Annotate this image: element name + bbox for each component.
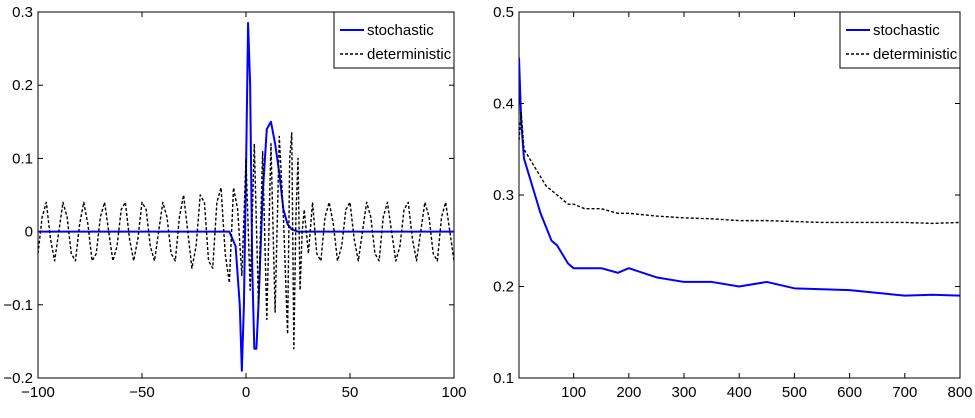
x-tick-label: 300 — [672, 384, 697, 401]
x-tick-label: 0 — [242, 384, 250, 401]
y-tick-label: 0.3 — [493, 187, 514, 204]
series-group — [519, 57, 960, 297]
y-tick-label: 0.2 — [12, 77, 33, 94]
series-group — [38, 21, 454, 372]
legend-box — [333, 11, 455, 69]
x-tick-label: 500 — [782, 384, 807, 401]
series-line-deterministic — [38, 132, 454, 350]
x-tick-label: −50 — [129, 384, 154, 401]
y-tick-label: 0.1 — [12, 150, 33, 167]
y-tick-label: −0.2 — [3, 370, 33, 387]
x-tick-label: 100 — [441, 384, 466, 401]
y-tick-label: 0.2 — [493, 279, 514, 296]
x-tick-label: 700 — [892, 384, 917, 401]
legend: stochastic deterministic — [333, 11, 455, 69]
x-tick-label: 50 — [342, 384, 359, 401]
left-chart: −100 −50 0 50 100 −0.2 −0.1 0 0.1 0.2 0.3 stochasti… — [3, 4, 466, 401]
x-tick-label: 100 — [561, 384, 586, 401]
y-tick-label: 0.1 — [493, 370, 514, 387]
x-tick-label: −100 — [21, 384, 55, 401]
y-tick-label: 0.5 — [493, 4, 514, 21]
legend: stochastic deterministic — [839, 11, 961, 69]
x-tick-label: 800 — [947, 384, 972, 401]
legend-label-stochastic: stochastic — [367, 22, 434, 39]
legend-label-stochastic: stochastic — [873, 22, 940, 39]
y-tick-label: 0.3 — [12, 4, 33, 21]
y-tick-label: 0.4 — [493, 96, 514, 113]
series-line-deterministic — [519, 111, 960, 225]
right-chart: 100 200 300 400 500 600 700 800 0.1 0.2 0.3 0.4 0.5 s… — [493, 4, 972, 401]
series-line-stochastic — [519, 57, 960, 297]
y-tick-label: −0.1 — [3, 297, 33, 314]
x-tick-label: 200 — [616, 384, 641, 401]
legend-box — [839, 11, 961, 69]
y-tick-label: 0 — [25, 224, 33, 241]
legend-label-deterministic: deterministic — [873, 46, 958, 63]
x-tick-label: 600 — [837, 384, 862, 401]
legend-label-deterministic: deterministic — [367, 46, 452, 63]
series-line-stochastic — [38, 21, 454, 372]
x-tick-label: 400 — [727, 384, 752, 401]
